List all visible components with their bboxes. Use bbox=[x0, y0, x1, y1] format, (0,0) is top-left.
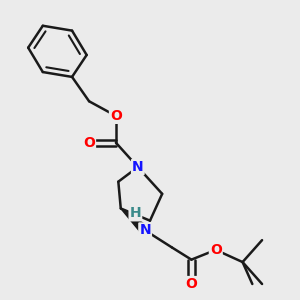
Text: O: O bbox=[185, 277, 197, 291]
Text: H: H bbox=[130, 206, 141, 220]
Polygon shape bbox=[121, 208, 148, 234]
Text: N: N bbox=[132, 160, 144, 174]
Text: N: N bbox=[139, 224, 151, 237]
Text: O: O bbox=[110, 109, 122, 123]
Text: O: O bbox=[210, 243, 222, 257]
Text: O: O bbox=[83, 136, 95, 150]
